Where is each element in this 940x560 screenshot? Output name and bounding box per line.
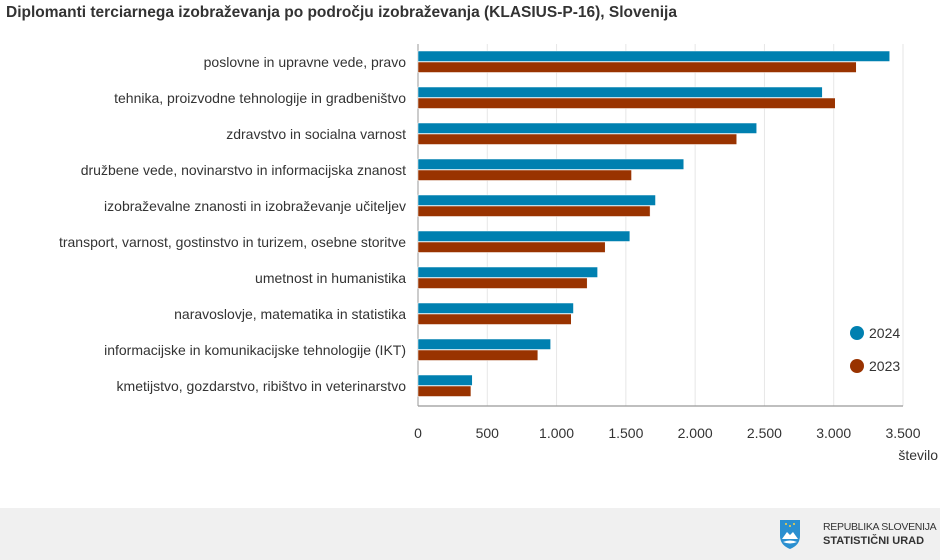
- bar-2024: [417, 230, 631, 242]
- bar-2023: [417, 61, 857, 73]
- category-label: tehnika, proizvodne tehnologije in gradb…: [114, 90, 406, 106]
- x-tick-label: 2.000: [678, 425, 713, 441]
- category-label: transport, varnost, gostinstvo in turize…: [59, 234, 406, 250]
- bar-2023: [417, 205, 651, 217]
- bar-2024: [417, 302, 574, 314]
- category-label: izobraževalne znanosti in izobraževanje …: [104, 198, 406, 214]
- category-label: informacijske in komunikacijske tehnolog…: [104, 342, 406, 358]
- category-label: poslovne in upravne vede, pravo: [204, 54, 407, 70]
- category-label: naravoslovje, matematika in statistika: [174, 306, 406, 322]
- bar-2023: [417, 97, 836, 109]
- legend-label: 2023: [869, 358, 900, 374]
- bar-2023: [417, 385, 472, 397]
- bar-2023: [417, 133, 737, 145]
- bar-2024: [417, 374, 473, 386]
- category-label: umetnost in humanistika: [255, 270, 406, 286]
- bar-2024: [417, 338, 551, 350]
- x-tick-label: 0: [414, 425, 422, 441]
- legend-marker-2024: [850, 326, 864, 340]
- logo-text-office: STATISTIČNI URAD: [823, 535, 925, 547]
- bar-2023: [417, 313, 572, 325]
- bar-2024: [417, 266, 598, 278]
- legend-marker-2023: [850, 359, 864, 373]
- bar-2024: [417, 194, 656, 206]
- legend-label: 2024: [869, 325, 900, 341]
- bar-2024: [417, 86, 823, 98]
- category-label: družbene vede, novinarstvo in informacij…: [81, 162, 406, 178]
- x-axis-title: število: [898, 447, 938, 463]
- logo-text-republic: REPUBLIKA SLOVENIJA: [823, 521, 937, 533]
- category-label: kmetijstvo, gozdarstvo, ribištvo in vete…: [117, 378, 407, 394]
- bar-2023: [417, 349, 539, 361]
- x-tick-label: 3.500: [885, 425, 920, 441]
- bar-chart: 0 500 1.000 1.500 2.000 2.500 3.000 3.500 števil…: [59, 44, 938, 463]
- bar-2024: [417, 50, 890, 62]
- x-tick-label: 500: [476, 425, 500, 441]
- coat-of-arms-logo: [780, 520, 800, 549]
- bar-2024: [417, 158, 685, 170]
- bar-2023: [417, 169, 632, 181]
- x-tick-label: 1.500: [608, 425, 643, 441]
- bar-2023: [417, 277, 588, 289]
- x-tick-label: 3.000: [816, 425, 851, 441]
- category-label: zdravstvo in socialna varnost: [226, 126, 406, 142]
- x-tick-label: 1.000: [539, 425, 574, 441]
- x-tick-label: 2.500: [747, 425, 782, 441]
- chart-title: Diplomanti terciarnega izobraževanja po …: [6, 4, 677, 21]
- bar-2024: [417, 122, 757, 134]
- bar-2023: [417, 241, 606, 253]
